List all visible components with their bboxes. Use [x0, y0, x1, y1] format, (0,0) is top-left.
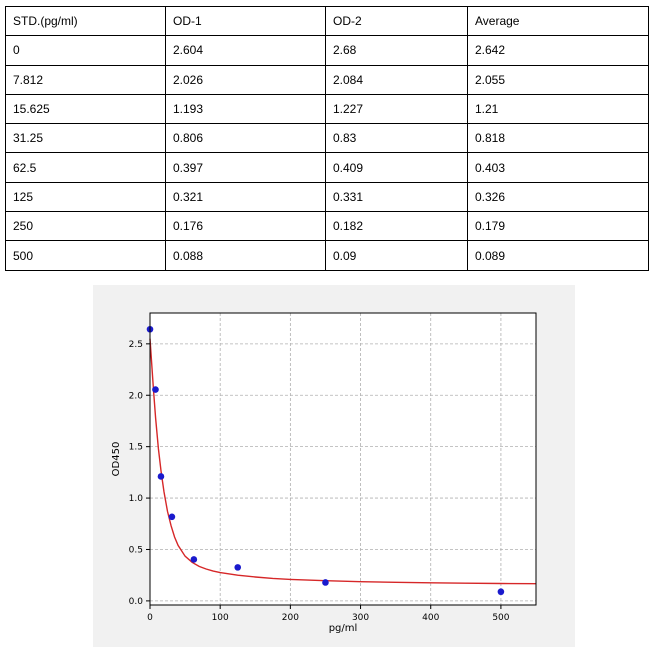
table-header-cell: Average	[467, 5, 649, 37]
table-cell: 0.321	[165, 181, 326, 213]
table-cell: 2.642	[467, 35, 649, 66]
y-axis-label: OD450	[111, 442, 122, 477]
table-header-cell: OD-2	[325, 5, 468, 37]
x-tick-label: 200	[282, 613, 299, 623]
table-cell: 1.227	[325, 93, 468, 125]
axis-ticks: 0 100 200 300 400 500 0.0 0.5 1.0 1.5 2.0 2.5	[129, 340, 510, 623]
table-cell: 250	[5, 211, 166, 242]
table-row: 62.5 0.397 0.409 0.403	[5, 152, 649, 183]
table-cell: 15.625	[5, 93, 166, 125]
table-cell: 0.818	[467, 123, 649, 154]
x-tick-label: 0	[147, 613, 153, 623]
table-header-row: STD.(pg/ml) OD-1 OD-2 Average	[5, 5, 649, 37]
table-cell: 1.21	[467, 93, 649, 125]
x-tick-label: 400	[422, 613, 439, 623]
table-cell: 0.176	[165, 211, 326, 242]
table-cell: 0.403	[467, 152, 649, 183]
table-cell: 0.09	[325, 240, 468, 271]
table-row: 7.812 2.026 2.084 2.055	[5, 64, 649, 95]
table-cell: 0.088	[165, 240, 326, 271]
data-point	[234, 564, 242, 571]
table-row: 500 0.088 0.09 0.089	[5, 240, 649, 271]
table-cell: 2.055	[467, 64, 649, 95]
data-points	[146, 325, 505, 596]
table-cell: 0.409	[325, 152, 468, 183]
table-cell: 500	[5, 240, 166, 271]
standard-curve-table: STD.(pg/ml) OD-1 OD-2 Average 0 2.604 2.68 2.64…	[5, 5, 649, 271]
y-tick-label: 2.5	[129, 340, 143, 350]
table-header-cell: STD.(pg/ml)	[5, 5, 166, 37]
y-tick-label: 0.5	[129, 545, 143, 555]
y-tick-label: 0.0	[129, 597, 144, 607]
table-cell: 0.326	[467, 181, 649, 213]
data-point	[497, 588, 505, 596]
table-row: 31.25 0.806 0.83 0.818	[5, 123, 649, 154]
table-row: 0 2.604 2.68 2.642	[5, 35, 649, 66]
x-axis-label: pg/ml	[329, 623, 358, 634]
table-cell: 2.604	[165, 35, 326, 66]
table-cell: 0.089	[467, 240, 649, 271]
table-header-cell: OD-1	[165, 5, 326, 37]
table-cell: 0	[5, 35, 166, 66]
data-point	[322, 579, 329, 586]
data-point	[152, 386, 159, 393]
table-cell: 31.25	[5, 123, 166, 154]
table-cell: 0.83	[325, 123, 468, 154]
table-cell: 2.026	[165, 64, 326, 95]
table-cell: 0.806	[165, 123, 326, 154]
standard-curve-chart: 0 100 200 300 400 500 0.0 0.5 1.0 1.5 2.0 2.5 pg/ml…	[111, 312, 537, 634]
y-tick-label: 1.5	[129, 443, 143, 453]
plot-frame	[149, 312, 537, 606]
data-point	[157, 473, 165, 480]
table-cell: 7.812	[5, 64, 166, 95]
chart-panel: 0 100 200 300 400 500 0.0 0.5 1.0 1.5 2.0 2.5 pg/ml…	[93, 285, 575, 647]
table-cell: 0.179	[467, 211, 649, 242]
grid-lines	[149, 313, 536, 605]
table-cell: 1.193	[165, 93, 326, 125]
table-cell: 0.397	[165, 152, 326, 183]
table-row: 125 0.321 0.331 0.326	[5, 181, 649, 213]
table-row: 15.625 1.193 1.227 1.21	[5, 93, 649, 125]
table-cell: 0.331	[325, 181, 468, 213]
fit-curve-layer	[149, 338, 537, 585]
data-point	[168, 513, 176, 521]
x-tick-label: 500	[492, 613, 509, 623]
table-cell: 0.182	[325, 211, 468, 242]
table-cell: 62.5	[5, 152, 166, 183]
plot-area	[150, 313, 536, 605]
table-cell: 2.68	[325, 35, 468, 66]
table-cell: 125	[5, 181, 166, 213]
x-tick-label: 300	[352, 613, 369, 623]
y-tick-label: 1.0	[129, 494, 144, 504]
data-point	[190, 556, 198, 563]
x-tick-label: 100	[212, 613, 229, 623]
fit-curve-line	[149, 338, 537, 585]
table-cell: 2.084	[325, 64, 468, 95]
y-tick-label: 2.0	[129, 391, 144, 401]
table-row: 250 0.176 0.182 0.179	[5, 211, 649, 242]
